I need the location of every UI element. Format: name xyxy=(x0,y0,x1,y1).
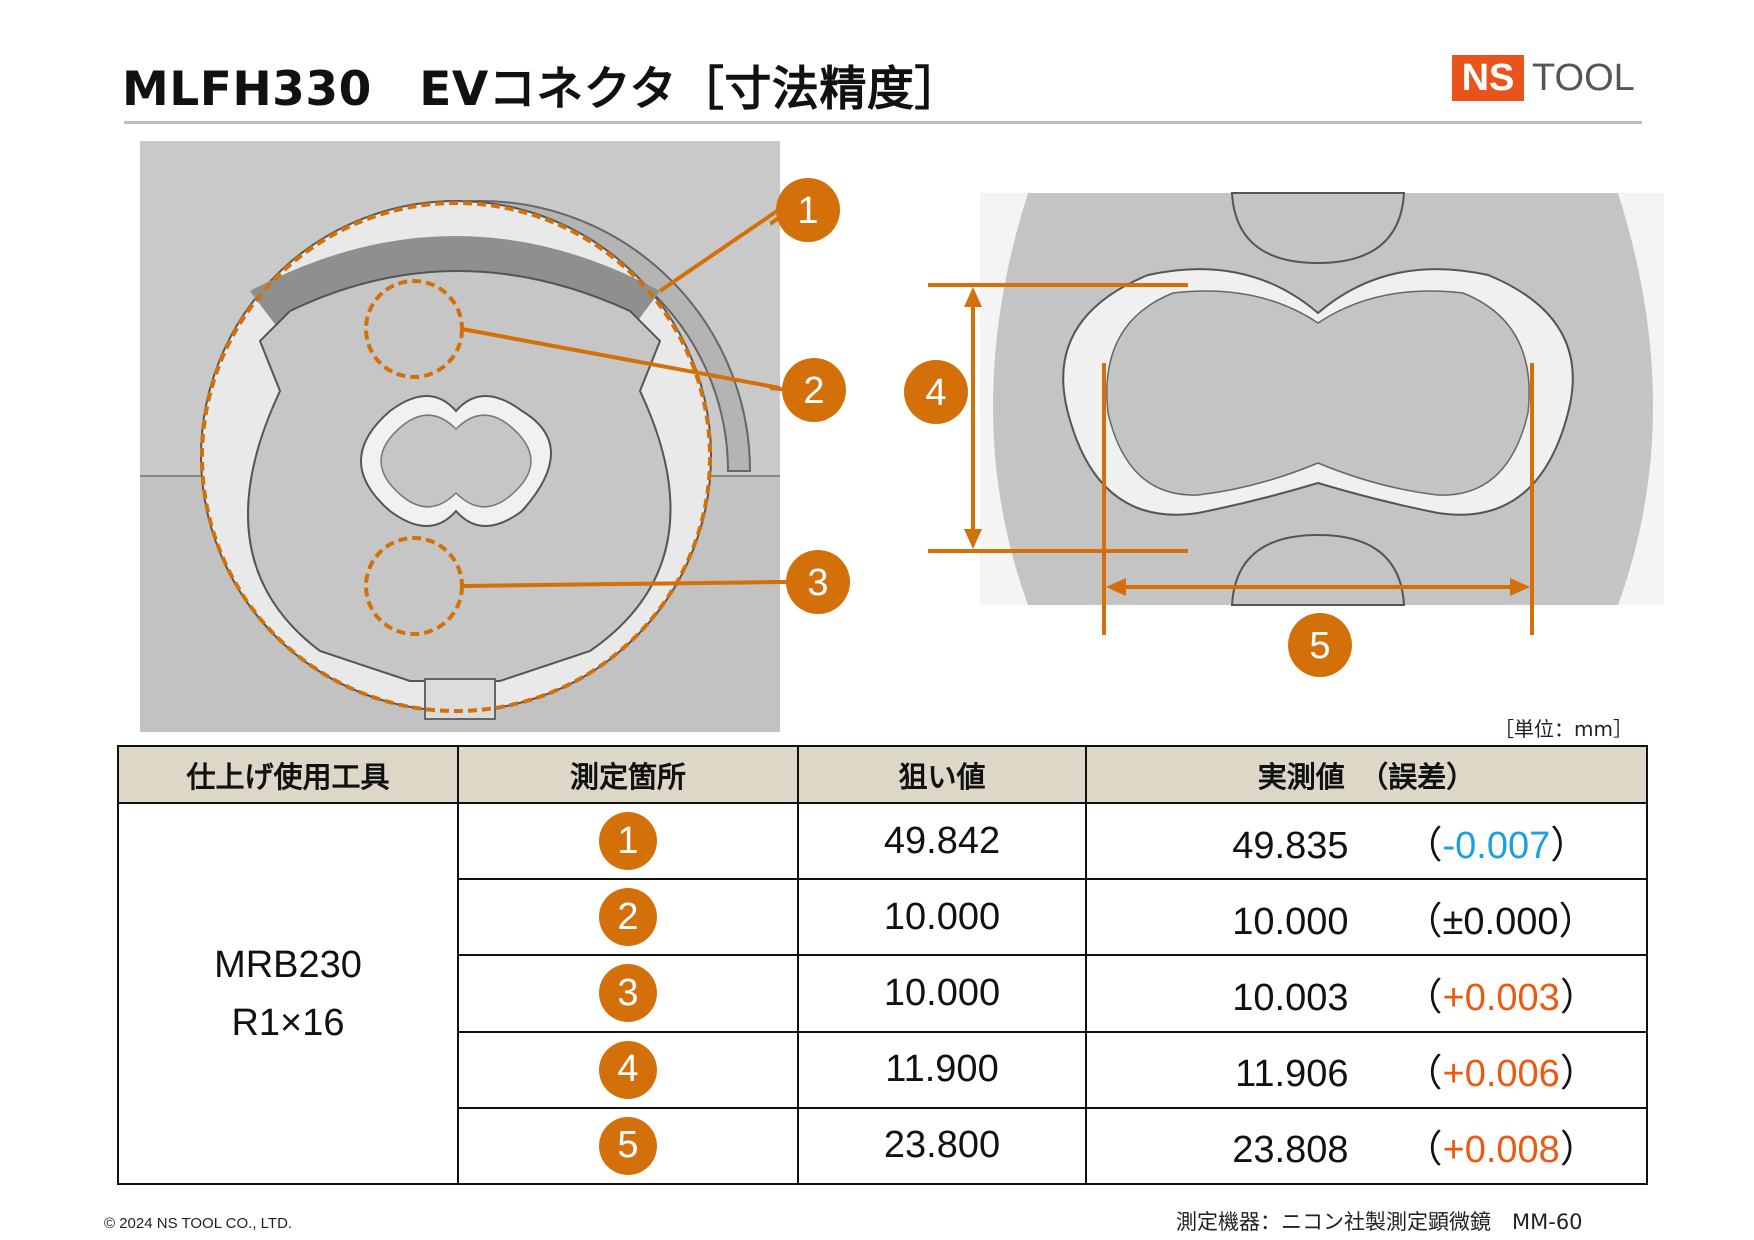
error-value: （-0.007） xyxy=(1404,824,1589,867)
target-cell: 49.842 xyxy=(797,801,1087,881)
measurement-table: 仕上げ使用工具 測定箇所 狙い値 実測値 （誤差） MRB230 R1×16 1… xyxy=(117,745,1648,1186)
copyright: © 2024 NS TOOL CO., LTD. xyxy=(104,1215,293,1232)
measured-cell: 11.906 （+0.006） xyxy=(1085,1030,1648,1109)
tool-size: R1×16 xyxy=(231,1001,345,1044)
table-header-row: 仕上げ使用工具 測定箇所 狙い値 実測値 （誤差） xyxy=(117,745,1648,804)
error-value: （+0.006） xyxy=(1404,1053,1598,1096)
table-row: MRB230 R1×16 1 49.842 49.835 （-0.007） xyxy=(117,801,1648,1185)
point-badge: 4 xyxy=(599,1040,657,1099)
header-measured: 実測値 （誤差） xyxy=(1085,745,1648,804)
point-cell: 2 xyxy=(457,878,799,957)
point-badge: 3 xyxy=(599,964,657,1023)
instrument-note: 測定機器：ニコン社製測定顕微鏡 MM-60 xyxy=(1176,1210,1583,1234)
measured-value: 49.835 xyxy=(1232,824,1349,867)
callout-1-label: 1 xyxy=(797,190,818,232)
callout-5-label: 5 xyxy=(1309,625,1330,667)
left-figure-callouts: 1 2 3 xyxy=(770,178,850,614)
point-badge: 5 xyxy=(599,1116,657,1175)
logo-text: TOOL xyxy=(1532,56,1635,99)
error-value: （+0.003） xyxy=(1404,976,1598,1019)
measured-cell: 23.808 （+0.008） xyxy=(1085,1106,1648,1186)
unit-label: ［単位：mm］ xyxy=(1494,717,1633,741)
slot-detail-figure xyxy=(928,192,1664,635)
measured-value: 23.808 xyxy=(1232,1129,1349,1172)
page-title: MLFH330 EVコネクタ［寸法精度］ xyxy=(122,62,962,117)
measured-value: 11.906 xyxy=(1235,1053,1349,1096)
callout-3: 3 xyxy=(786,550,850,614)
target-cell: 10.000 xyxy=(797,878,1087,957)
measured-cell: 10.003 （+0.003） xyxy=(1085,954,1648,1033)
callout-2: 2 xyxy=(782,358,846,422)
point-badge: 1 xyxy=(599,812,657,871)
table-row: 4 11.900 11.906 （+0.006） xyxy=(118,1030,1648,1109)
error-value: （±0.000） xyxy=(1404,900,1597,943)
table-row: 5 23.800 23.808 （+0.008） xyxy=(118,1106,1648,1186)
measured-value: 10.003 xyxy=(1232,976,1349,1019)
point-cell: 3 xyxy=(457,954,799,1033)
callout-5: 5 xyxy=(1288,613,1352,677)
error-value: （+0.008） xyxy=(1404,1129,1598,1172)
callout-2-label: 2 xyxy=(803,370,824,412)
point-cell: 5 xyxy=(457,1106,799,1186)
table-row: 2 10.000 10.000 （±0.000） xyxy=(118,878,1648,957)
point-badge: 2 xyxy=(599,888,657,947)
ns-tool-logo: NS TOOL xyxy=(1452,55,1635,101)
target-cell: 23.800 xyxy=(797,1106,1087,1186)
table-row: 3 10.000 10.003 （+0.003） xyxy=(118,954,1648,1033)
header-point: 測定箇所 xyxy=(457,745,799,804)
measured-cell: 49.835 （-0.007） xyxy=(1085,801,1648,881)
measured-cell: 10.000 （±0.000） xyxy=(1085,878,1648,957)
point-cell: 4 xyxy=(457,1030,799,1109)
header-tool: 仕上げ使用工具 xyxy=(117,745,459,804)
callout-3-label: 3 xyxy=(807,562,828,604)
header-target: 狙い値 xyxy=(797,745,1087,804)
logo-box: NS xyxy=(1452,55,1524,101)
measured-value: 10.000 xyxy=(1232,900,1349,943)
callout-4: 4 xyxy=(904,360,968,424)
point-cell: 1 xyxy=(457,801,799,881)
callout-1: 1 xyxy=(776,178,840,242)
callout-4-label: 4 xyxy=(925,372,946,414)
tool-cell: MRB230 R1×16 xyxy=(117,802,459,1185)
tool-name: MRB230 xyxy=(214,943,362,986)
part-overview-figure xyxy=(140,141,780,732)
title-divider xyxy=(124,121,1642,124)
target-cell: 10.000 xyxy=(797,954,1087,1033)
target-cell: 11.900 xyxy=(797,1030,1087,1109)
